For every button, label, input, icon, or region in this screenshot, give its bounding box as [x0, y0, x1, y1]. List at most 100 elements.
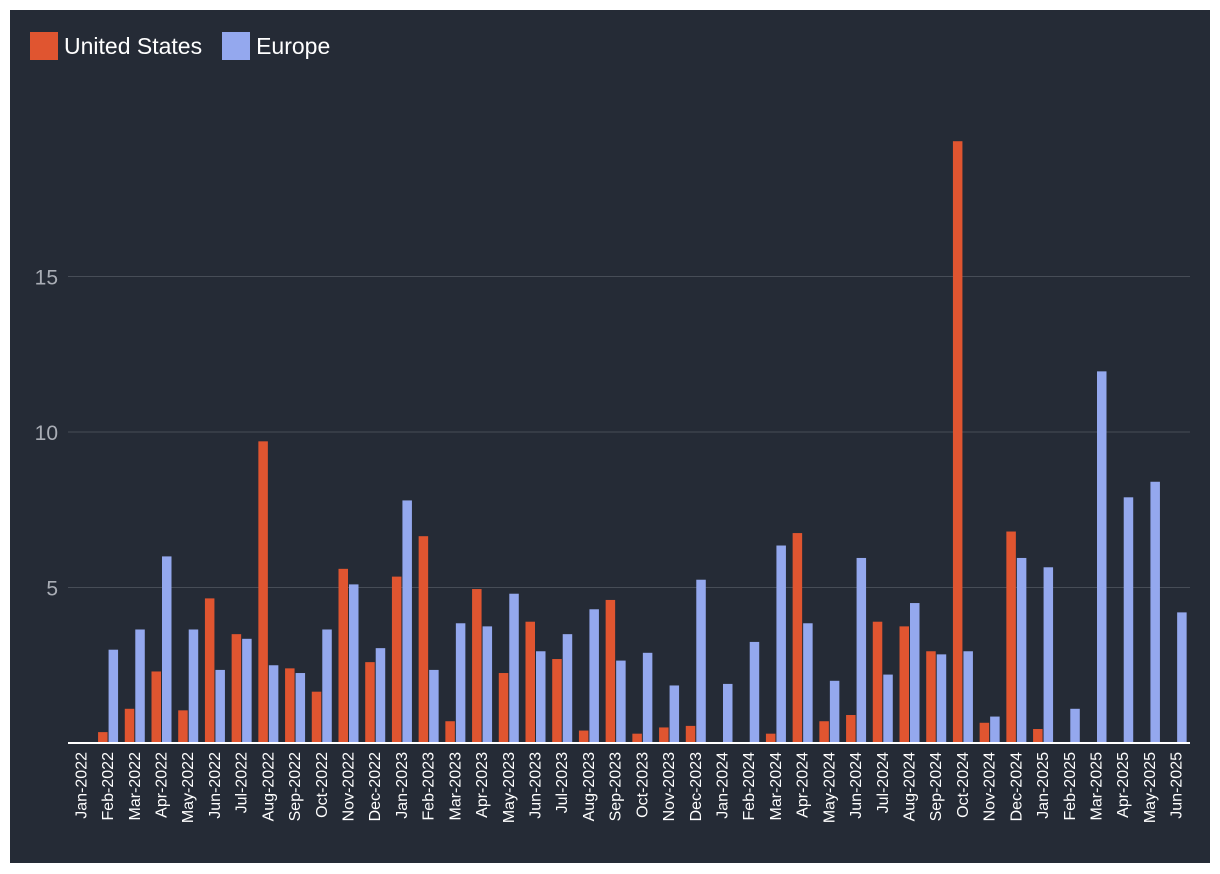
x-tick-label-jun-2024: Jun-2024 [848, 752, 865, 819]
legend-item-united-states: United States [30, 32, 202, 60]
bar-europe-feb-2025 [1070, 708, 1080, 743]
x-tick-label-jan-2024: Jan-2024 [715, 752, 732, 819]
bar-europe-jul-2023 [562, 634, 573, 743]
x-tick-label-apr-2025: Apr-2025 [1115, 752, 1132, 818]
bar-united-states-aug-2023 [578, 730, 589, 743]
x-tick-label-mar-2023: Mar-2023 [447, 752, 464, 821]
x-tick-label-aug-2024: Aug-2024 [902, 752, 919, 821]
bar-united-states-nov-2022 [338, 568, 348, 743]
x-tick-label-feb-2025: Feb-2025 [1062, 752, 1079, 821]
legend-swatch-europe [222, 32, 251, 60]
x-tick-label-may-2024: May-2024 [821, 752, 838, 823]
y-tick-label-5: 5 [46, 578, 58, 601]
bar-europe-nov-2022 [349, 584, 359, 743]
bar-europe-oct-2023 [642, 652, 653, 743]
bar-united-states-feb-2022 [98, 732, 108, 743]
bar-europe-apr-2023 [482, 626, 493, 743]
bar-europe-mar-2024 [776, 545, 786, 743]
bar-united-states-jul-2022 [231, 634, 242, 743]
x-tick-label-jan-2025: Jan-2025 [1035, 752, 1052, 819]
bar-united-states-apr-2022 [151, 671, 161, 743]
bar-united-states-jun-2023 [525, 621, 535, 743]
bar-europe-jun-2024 [856, 557, 867, 743]
x-tick-label-mar-2024: Mar-2024 [768, 752, 785, 821]
bar-united-states-nov-2024 [979, 722, 990, 743]
x-tick-label-may-2023: May-2023 [501, 752, 518, 823]
bar-europe-may-2024 [829, 680, 840, 743]
x-tick-label-feb-2023: Feb-2023 [421, 752, 438, 821]
bar-united-states-jan-2023 [391, 576, 402, 743]
x-tick-label-mar-2022: Mar-2022 [127, 752, 144, 821]
x-tick-label-oct-2022: Oct-2022 [314, 752, 331, 818]
bar-united-states-aug-2022 [258, 441, 268, 743]
x-tick-label-oct-2023: Oct-2023 [634, 752, 651, 818]
legend-label-united-states: United States [64, 32, 203, 59]
x-tick-label-sep-2024: Sep-2024 [928, 752, 945, 821]
x-tick-label-dec-2023: Dec-2023 [688, 752, 705, 821]
legend: United States Europe [30, 32, 350, 60]
x-tick-label-jan-2023: Jan-2023 [394, 752, 411, 819]
bar-europe-nov-2023 [669, 685, 680, 743]
bar-united-states-dec-2024 [1006, 531, 1016, 743]
bar-europe-may-2022 [188, 629, 199, 743]
bar-europe-feb-2024 [749, 641, 760, 743]
bar-united-states-may-2022 [178, 710, 188, 743]
bar-europe-dec-2024 [1016, 557, 1027, 743]
bar-united-states-jul-2024 [872, 621, 883, 743]
x-tick-label-jul-2023: Jul-2023 [554, 752, 571, 813]
bar-europe-jun-2023 [536, 651, 546, 743]
bar-united-states-apr-2023 [472, 589, 482, 743]
bar-europe-feb-2022 [108, 649, 119, 743]
bar-united-states-may-2024 [819, 721, 829, 743]
x-tick-label-oct-2024: Oct-2024 [955, 752, 972, 818]
bar-europe-jun-2022 [215, 669, 225, 743]
bar-europe-oct-2024 [963, 651, 973, 743]
bar-europe-mar-2022 [135, 629, 145, 743]
bar-europe-aug-2022 [268, 665, 279, 743]
bar-europe-jul-2022 [242, 638, 252, 743]
x-tick-label-jul-2022: Jul-2022 [234, 752, 251, 813]
bar-united-states-sep-2022 [285, 668, 295, 743]
x-tick-label-may-2022: May-2022 [180, 752, 197, 823]
bar-united-states-sep-2024 [926, 651, 936, 743]
bar-united-states-oct-2024 [952, 141, 963, 744]
x-tick-label-may-2025: May-2025 [1142, 752, 1159, 823]
x-tick-label-apr-2023: Apr-2023 [474, 752, 491, 818]
x-tick-label-dec-2024: Dec-2024 [1008, 752, 1025, 821]
bar-europe-aug-2023 [589, 609, 599, 743]
bar-united-states-jun-2022 [204, 598, 215, 743]
x-tick-label-jun-2023: Jun-2023 [528, 752, 545, 819]
x-tick-label-sep-2022: Sep-2022 [287, 752, 304, 821]
legend-item-europe: Europe [222, 32, 330, 60]
bar-united-states-apr-2024 [792, 533, 803, 743]
bar-united-states-mar-2023 [445, 721, 455, 743]
bar-united-states-dec-2022 [365, 662, 375, 743]
x-tick-label-jun-2022: Jun-2022 [207, 752, 224, 819]
bar-europe-aug-2024 [910, 603, 920, 743]
bar-united-states-nov-2023 [659, 727, 669, 743]
bar-united-states-sep-2023 [605, 599, 616, 743]
x-tick-label-apr-2022: Apr-2022 [154, 752, 171, 818]
x-tick-label-jan-2022: Jan-2022 [73, 752, 90, 819]
bar-europe-apr-2025 [1123, 497, 1134, 743]
bar-united-states-feb-2023 [418, 536, 429, 743]
bar-europe-mar-2025 [1097, 371, 1107, 743]
bar-europe-may-2023 [509, 593, 519, 743]
x-tick-label-nov-2024: Nov-2024 [982, 752, 999, 821]
bar-europe-dec-2023 [696, 579, 706, 743]
bar-europe-sep-2024 [936, 654, 947, 743]
bar-united-states-oct-2023 [632, 733, 642, 743]
bar-europe-dec-2022 [375, 648, 386, 743]
bar-europe-apr-2022 [162, 556, 172, 743]
bar-europe-sep-2022 [295, 673, 306, 743]
bar-europe-jul-2024 [883, 674, 893, 743]
bar-united-states-jul-2023 [552, 659, 562, 743]
x-tick-label-feb-2022: Feb-2022 [100, 752, 117, 821]
x-tick-label-apr-2024: Apr-2024 [795, 752, 812, 818]
legend-swatch-united-states [30, 32, 58, 60]
bar-united-states-jan-2025 [1033, 729, 1043, 743]
bar-europe-sep-2023 [616, 660, 626, 743]
bar-europe-nov-2024 [990, 716, 1000, 743]
bar-united-states-mar-2024 [765, 733, 776, 743]
